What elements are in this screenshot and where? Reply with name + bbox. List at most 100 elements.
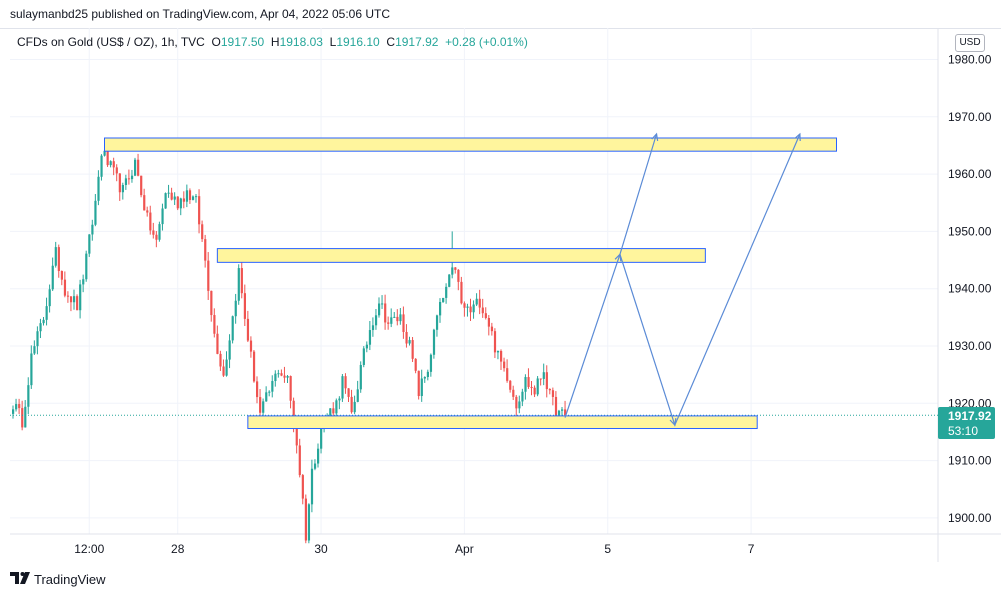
candle-body: [259, 397, 262, 413]
candle-body: [557, 410, 561, 417]
candle-body: [69, 296, 73, 303]
arrowhead: [651, 132, 659, 141]
candle-body: [384, 303, 387, 323]
candle-body: [249, 340, 253, 352]
candle-body: [76, 296, 79, 311]
candle-body: [457, 269, 460, 282]
chart-area[interactable]: 1980.00 1970.00 1960.00 1950.00 1940.00 1930.…: [10, 28, 1001, 562]
candle-body: [353, 401, 356, 413]
candle-body: [506, 368, 509, 381]
candle-body: [48, 289, 51, 307]
candle-body: [109, 161, 112, 166]
low-label: L: [329, 35, 337, 49]
ohlc-legend: CFDs on Gold (US$ / OZ), 1h, TVC O1917.5…: [17, 35, 528, 49]
candle-body: [445, 286, 448, 298]
candle-body: [268, 391, 271, 393]
candle-body: [222, 366, 225, 376]
candle-body: [277, 373, 280, 375]
candle-body: [167, 192, 170, 194]
candle-body: [252, 351, 256, 382]
candle-body: [524, 377, 527, 392]
candle-body: [112, 161, 115, 168]
projection-path: [619, 133, 801, 427]
candle-body: [195, 196, 198, 198]
candle-body: [234, 300, 237, 317]
open-label: O: [211, 35, 221, 49]
arrowhead: [794, 132, 801, 142]
tradingview-logo-icon: [10, 572, 30, 584]
candle-body: [79, 284, 82, 311]
candle-body: [551, 390, 555, 397]
candle-body: [115, 167, 118, 174]
candle-body: [512, 389, 515, 397]
candle-body: [103, 150, 106, 156]
candle-body: [225, 359, 228, 376]
candle-body: [530, 386, 533, 388]
candle-body: [518, 401, 521, 409]
candle-body: [210, 290, 213, 316]
candle-body: [60, 271, 63, 280]
candle-body: [292, 400, 295, 426]
candle-body: [185, 190, 189, 202]
candle-body: [338, 398, 341, 401]
candle-body: [36, 331, 39, 347]
candle-body: [454, 267, 457, 270]
candle-body: [246, 318, 250, 341]
candle-body: [493, 331, 497, 353]
y-tick-label: 1980.00: [948, 53, 992, 67]
candle-body: [295, 425, 298, 446]
brand-name: TradingView: [34, 572, 106, 587]
candle-body: [429, 354, 433, 372]
candle-body: [359, 364, 362, 390]
candle-body: [176, 196, 179, 209]
candle-body: [399, 314, 402, 322]
candle-body: [237, 268, 240, 301]
candle-body: [228, 340, 231, 360]
candle-body: [390, 317, 393, 324]
last-price-value: 1917.92: [948, 409, 992, 423]
y-tick-label: 1920.00: [948, 396, 992, 410]
currency-button[interactable]: USD: [955, 34, 985, 52]
candle-body: [347, 388, 350, 397]
candle-body: [143, 195, 146, 211]
candle-body: [387, 322, 390, 324]
candle-body: [472, 304, 475, 313]
candle-body: [118, 173, 121, 193]
y-tick-label: 1960.00: [948, 167, 992, 181]
candle-body: [219, 353, 222, 367]
candle-body: [262, 401, 265, 413]
y-tick-label: 1950.00: [948, 224, 992, 238]
candle-body: [564, 409, 567, 416]
candle-body: [15, 404, 18, 410]
candle-body: [97, 176, 100, 201]
candle-body: [33, 346, 36, 354]
candle-body: [393, 316, 396, 318]
y-tick-label: 1940.00: [948, 282, 992, 296]
candle-body: [503, 361, 506, 369]
candle-body: [182, 198, 185, 202]
x-tick-label: Apr: [455, 542, 474, 556]
candle-body: [350, 396, 353, 413]
candle-body: [256, 381, 259, 398]
x-tick-label: 7: [748, 542, 755, 556]
price-zone-rect: [104, 137, 837, 152]
candle-body: [100, 155, 103, 177]
candle-body: [307, 504, 311, 541]
candle-body: [283, 375, 286, 378]
symbol-label: CFDs on Gold (US$ / OZ), 1h, TVC: [17, 35, 205, 49]
candle-body: [317, 448, 320, 464]
candle-body: [469, 306, 472, 313]
candle-body: [91, 224, 94, 235]
price-chart[interactable]: 1980.00 1970.00 1960.00 1950.00 1940.00 1930.…: [10, 28, 1001, 562]
candle-body: [63, 279, 67, 296]
candle-body: [21, 408, 24, 428]
candle-body: [57, 247, 60, 272]
candle-body: [408, 340, 411, 344]
high-value: 1918.03: [279, 35, 323, 49]
candle-body: [127, 178, 131, 180]
candle-body: [51, 265, 54, 290]
price-zone-rect: [247, 415, 758, 430]
candle-body: [265, 392, 268, 402]
candle-body: [204, 239, 207, 261]
candle-body: [124, 178, 128, 185]
